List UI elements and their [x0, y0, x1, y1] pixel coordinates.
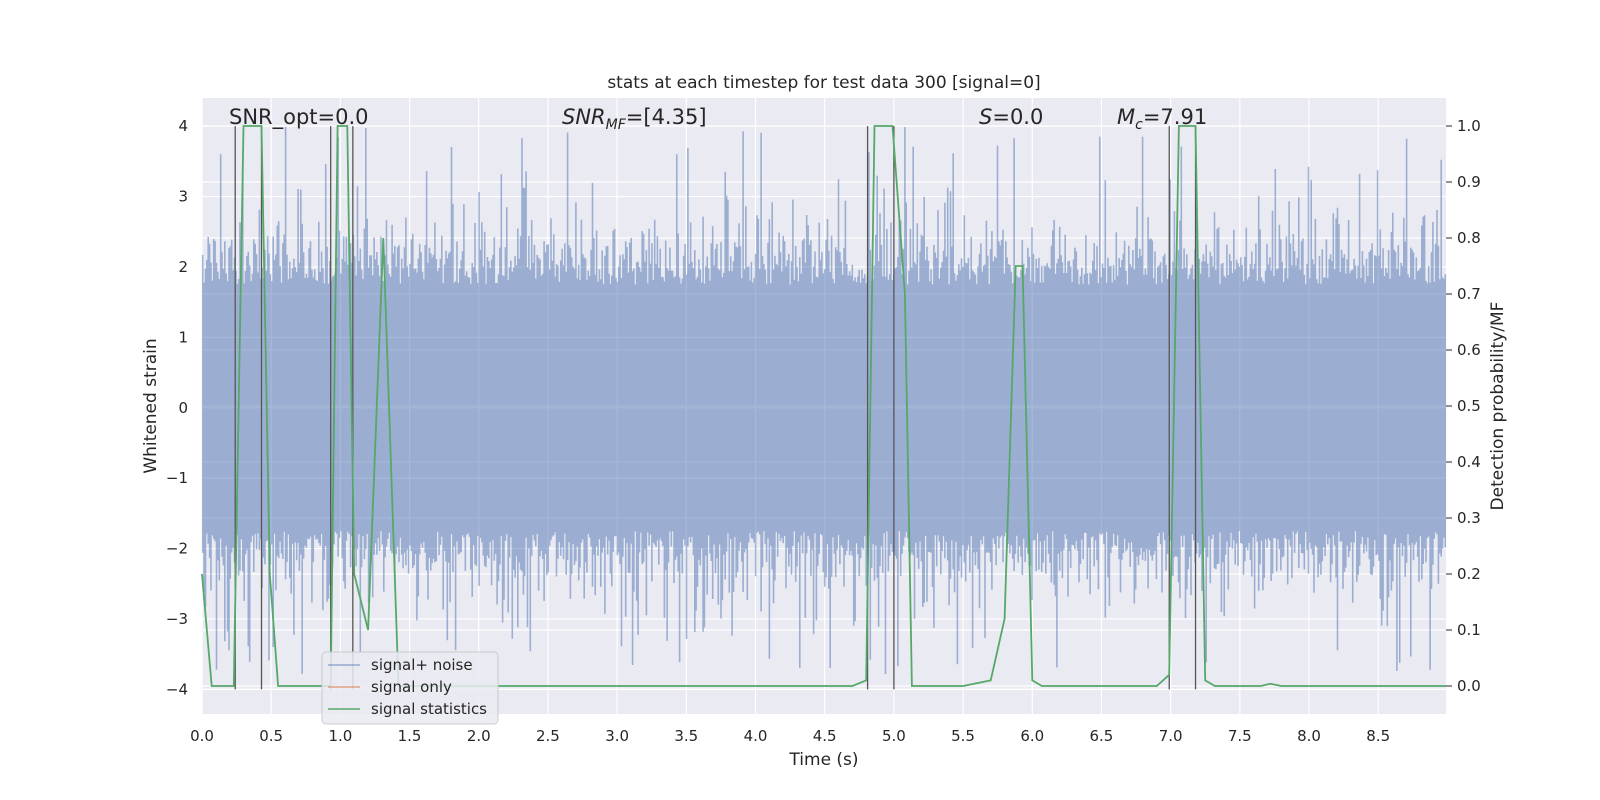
- y-right-tick-label: 0.5: [1457, 397, 1481, 415]
- y-right-tick-label: 0.8: [1457, 229, 1481, 247]
- y-tick-label: −2: [166, 540, 188, 558]
- x-tick-label: 2.5: [536, 727, 560, 745]
- x-tick-label: 5.0: [882, 727, 906, 745]
- signal-statistics-series: [201, 125, 1446, 687]
- y-right-tick-label: 0.7: [1457, 285, 1481, 303]
- y-right-tick-label: 0.1: [1457, 621, 1481, 639]
- annotation-snr-mf: SNRMF=[4.35]: [562, 105, 707, 133]
- legend-box: [321, 651, 499, 725]
- y-right-tick-label: 1.0: [1457, 117, 1481, 135]
- x-tick-label: 7.0: [1159, 727, 1183, 745]
- x-tick-label: 1.0: [328, 727, 352, 745]
- y-tick-label: −4: [166, 680, 188, 698]
- y-tick-label: −1: [166, 469, 188, 487]
- y-tick-label: −3: [166, 610, 188, 628]
- x-tick-label: 1.5: [398, 727, 422, 745]
- y-right-tick-label: 0.9: [1457, 173, 1481, 191]
- y-right-tick-label: 0.4: [1457, 453, 1481, 471]
- y-right-tick-label: 0.0: [1457, 677, 1481, 695]
- signal-statistics-line: [201, 125, 1446, 687]
- y-axis-label: Whitened strain: [141, 338, 161, 473]
- annotation-snr-opt: SNR_opt=0.0: [229, 105, 369, 130]
- y-right-tick-label: 0.6: [1457, 341, 1481, 359]
- x-tick-label: 8.0: [1297, 727, 1321, 745]
- x-tick-label: 4.5: [813, 727, 837, 745]
- y-tick-label: 4: [178, 117, 188, 135]
- legend-label-signal-only: signal only: [371, 678, 452, 696]
- chart-title: stats at each timestep for test data 300…: [607, 73, 1040, 93]
- annotation-s: S=0.0: [979, 105, 1043, 129]
- x-tick-label: 0.0: [190, 727, 214, 745]
- x-tick-label: 4.0: [744, 727, 768, 745]
- x-tick-label: 0.5: [259, 727, 283, 745]
- y-tick-label: 2: [178, 258, 188, 276]
- x-tick-label: 6.0: [1020, 727, 1044, 745]
- y-right-tick-label: 0.2: [1457, 565, 1481, 583]
- y-tick-label: 0: [178, 399, 188, 417]
- y-tick-label: 3: [178, 188, 188, 206]
- annotation-mc: Mc=7.91: [1117, 105, 1207, 133]
- x-tick-label: 6.5: [1090, 727, 1114, 745]
- y-right-axis-label: Detection probability/MF: [1488, 302, 1508, 511]
- x-tick-label: 2.0: [467, 727, 491, 745]
- legend: signal+ noise signal only signal statist…: [321, 651, 499, 725]
- x-axis-ticks: 0.0 0.5 1.0 1.5 2.0 2.5 3.0 3.5 4.0 4.5 5.0 5.5 6.0 6…: [190, 727, 1390, 745]
- x-tick-label: 5.5: [951, 727, 975, 745]
- y-tick-label: 1: [178, 328, 188, 346]
- y-right-tick-label: 0.3: [1457, 509, 1481, 527]
- x-tick-label: 3.5: [674, 727, 698, 745]
- x-tick-label: 8.5: [1366, 727, 1390, 745]
- x-axis-label: Time (s): [788, 750, 858, 770]
- x-tick-label: 3.0: [605, 727, 629, 745]
- legend-label-signal-statistics: signal statistics: [371, 700, 487, 718]
- y-right-axis-ticks: 1.0 0.9 0.8 0.7 0.6 0.5 0.4 0.3 0.2 0.1 0.0: [1446, 117, 1481, 695]
- legend-label-signal-noise: signal+ noise: [371, 656, 473, 674]
- y-axis-ticks: 4 3 2 1 0 −1 −2 −3 −4: [166, 117, 188, 698]
- x-tick-label: 7.5: [1228, 727, 1252, 745]
